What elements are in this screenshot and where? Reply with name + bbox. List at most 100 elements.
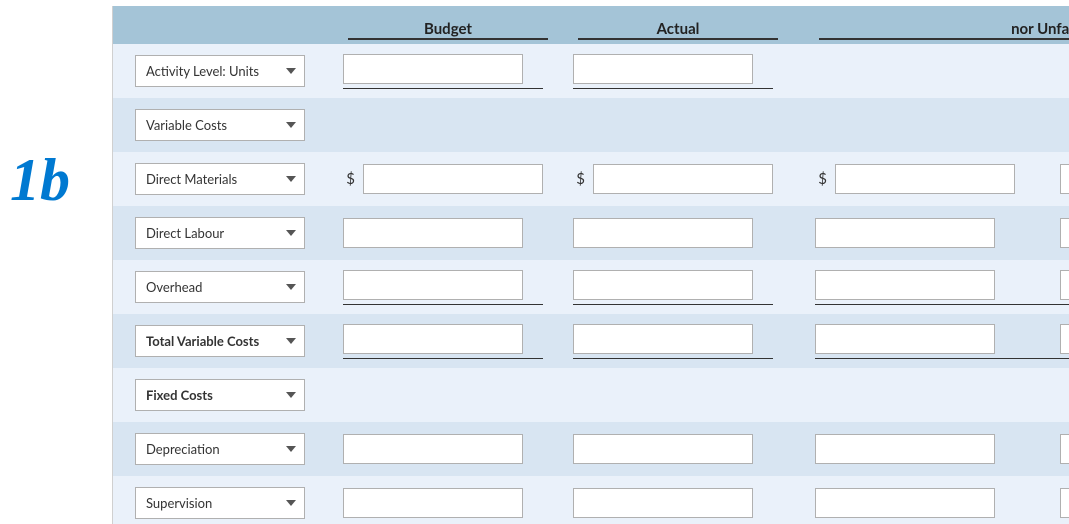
currency-symbol: $ — [343, 170, 355, 188]
budget-inner — [343, 434, 543, 464]
variance-input[interactable] — [815, 270, 995, 300]
row-label-cell: Depreciation — [113, 433, 333, 465]
actual-cell — [563, 270, 793, 305]
actual-input[interactable] — [573, 54, 753, 84]
row-label-cell: Activity Level: Units — [113, 55, 333, 87]
actual-input[interactable] — [573, 434, 753, 464]
row-depreciation: Depreciation — [113, 422, 1069, 476]
variance-input[interactable] — [815, 218, 995, 248]
worksheet-container: Budget Actual nor Unfav Activity Level: … — [112, 0, 1069, 524]
budget-cell — [333, 488, 563, 518]
row-label-cell: Direct Labour — [113, 217, 333, 249]
variance-inner — [815, 218, 1069, 248]
budget-cell — [333, 434, 563, 464]
variance-input[interactable] — [815, 488, 995, 518]
row-label-select[interactable]: Activity Level: Units — [135, 55, 305, 87]
row-fixed-costs: Fixed Costs — [113, 368, 1069, 422]
actual-cell — [563, 488, 793, 518]
chevron-down-icon — [286, 230, 296, 236]
budget-input[interactable] — [343, 324, 523, 354]
favorability-input-stub[interactable] — [1060, 434, 1069, 464]
variance-cell — [793, 270, 1069, 305]
variance-inner: $ — [815, 164, 1069, 194]
row-label-select[interactable]: Direct Labour — [135, 217, 305, 249]
row-label-select[interactable]: Depreciation — [135, 433, 305, 465]
variance-input[interactable] — [835, 164, 1015, 194]
variance-cell: $ — [793, 164, 1069, 194]
actual-inner — [573, 434, 773, 464]
budget-input[interactable] — [363, 164, 543, 194]
header-variance-cell: nor Unfav — [793, 20, 1069, 44]
favorability-input-stub[interactable] — [1060, 164, 1069, 194]
actual-input[interactable] — [593, 164, 773, 194]
budget-input[interactable] — [343, 434, 523, 464]
actual-cell — [563, 218, 793, 248]
row-label-text: Supervision — [146, 495, 212, 511]
header-budget-label: Budget — [348, 20, 548, 40]
budget-input[interactable] — [343, 488, 523, 518]
actual-inner — [573, 218, 773, 248]
row-label-select[interactable]: Variable Costs — [135, 109, 305, 141]
actual-input[interactable] — [573, 218, 753, 248]
chevron-down-icon — [286, 500, 296, 506]
chevron-down-icon — [286, 68, 296, 74]
budget-input[interactable] — [343, 218, 523, 248]
favorability-input-stub[interactable] — [1060, 270, 1069, 300]
row-label-text: Variable Costs — [146, 117, 227, 133]
budget-cell — [333, 218, 563, 248]
rows-container: Activity Level: Units Variable Costs Direc… — [113, 44, 1069, 524]
variance-cell — [793, 218, 1069, 248]
budget-cell — [333, 54, 563, 89]
variance-cell — [793, 488, 1069, 518]
row-label-select[interactable]: Overhead — [135, 271, 305, 303]
header-budget-cell: Budget — [333, 20, 563, 44]
variance-inner — [815, 488, 1069, 518]
row-label-select[interactable]: Fixed Costs — [135, 379, 305, 411]
chevron-down-icon — [286, 284, 296, 290]
header-actual-cell: Actual — [563, 20, 793, 44]
variance-cell — [793, 324, 1069, 359]
header-variance-label: nor Unfav — [819, 20, 1069, 40]
budget-inner — [343, 324, 543, 359]
row-direct-materials: Direct Materials $ $ $ — [113, 152, 1069, 206]
actual-input[interactable] — [573, 270, 753, 300]
variance-input[interactable] — [815, 434, 995, 464]
currency-symbol: $ — [815, 170, 827, 188]
actual-input[interactable] — [573, 324, 753, 354]
budget-input[interactable] — [343, 54, 523, 84]
variance-input[interactable] — [815, 324, 995, 354]
budget-inner — [343, 270, 543, 305]
row-label-cell: Overhead — [113, 271, 333, 303]
row-label-text: Direct Labour — [146, 225, 224, 241]
row-label-text: Total Variable Costs — [146, 333, 259, 349]
row-label-text: Overhead — [146, 279, 202, 295]
chevron-down-icon — [286, 338, 296, 344]
header-actual-label: Actual — [578, 20, 778, 40]
favorability-input-stub[interactable] — [1060, 324, 1069, 354]
budget-input[interactable] — [343, 270, 523, 300]
budget-inner — [343, 488, 543, 518]
favorability-input-stub[interactable] — [1060, 218, 1069, 248]
budget-cell — [333, 324, 563, 359]
budget-cell — [333, 270, 563, 305]
favorability-input-stub[interactable] — [1060, 488, 1069, 518]
variance-inner — [815, 270, 1069, 305]
row-label-cell: Direct Materials — [113, 163, 333, 195]
row-overhead: Overhead — [113, 260, 1069, 314]
variance-inner — [815, 434, 1069, 464]
actual-inner: $ — [573, 164, 773, 194]
row-label-text: Depreciation — [146, 441, 220, 457]
row-total-variable-costs: Total Variable Costs — [113, 314, 1069, 368]
actual-input[interactable] — [573, 488, 753, 518]
row-label-text: Activity Level: Units — [146, 63, 259, 79]
row-label-select[interactable]: Direct Materials — [135, 163, 305, 195]
row-label-cell: Variable Costs — [113, 109, 333, 141]
row-variable-costs: Variable Costs — [113, 98, 1069, 152]
budget-inner — [343, 218, 543, 248]
variance-cell — [793, 434, 1069, 464]
row-label-select[interactable]: Total Variable Costs — [135, 325, 305, 357]
row-label-cell: Total Variable Costs — [113, 325, 333, 357]
row-label-select[interactable]: Supervision — [135, 487, 305, 519]
chevron-down-icon — [286, 446, 296, 452]
actual-cell: $ — [563, 164, 793, 194]
